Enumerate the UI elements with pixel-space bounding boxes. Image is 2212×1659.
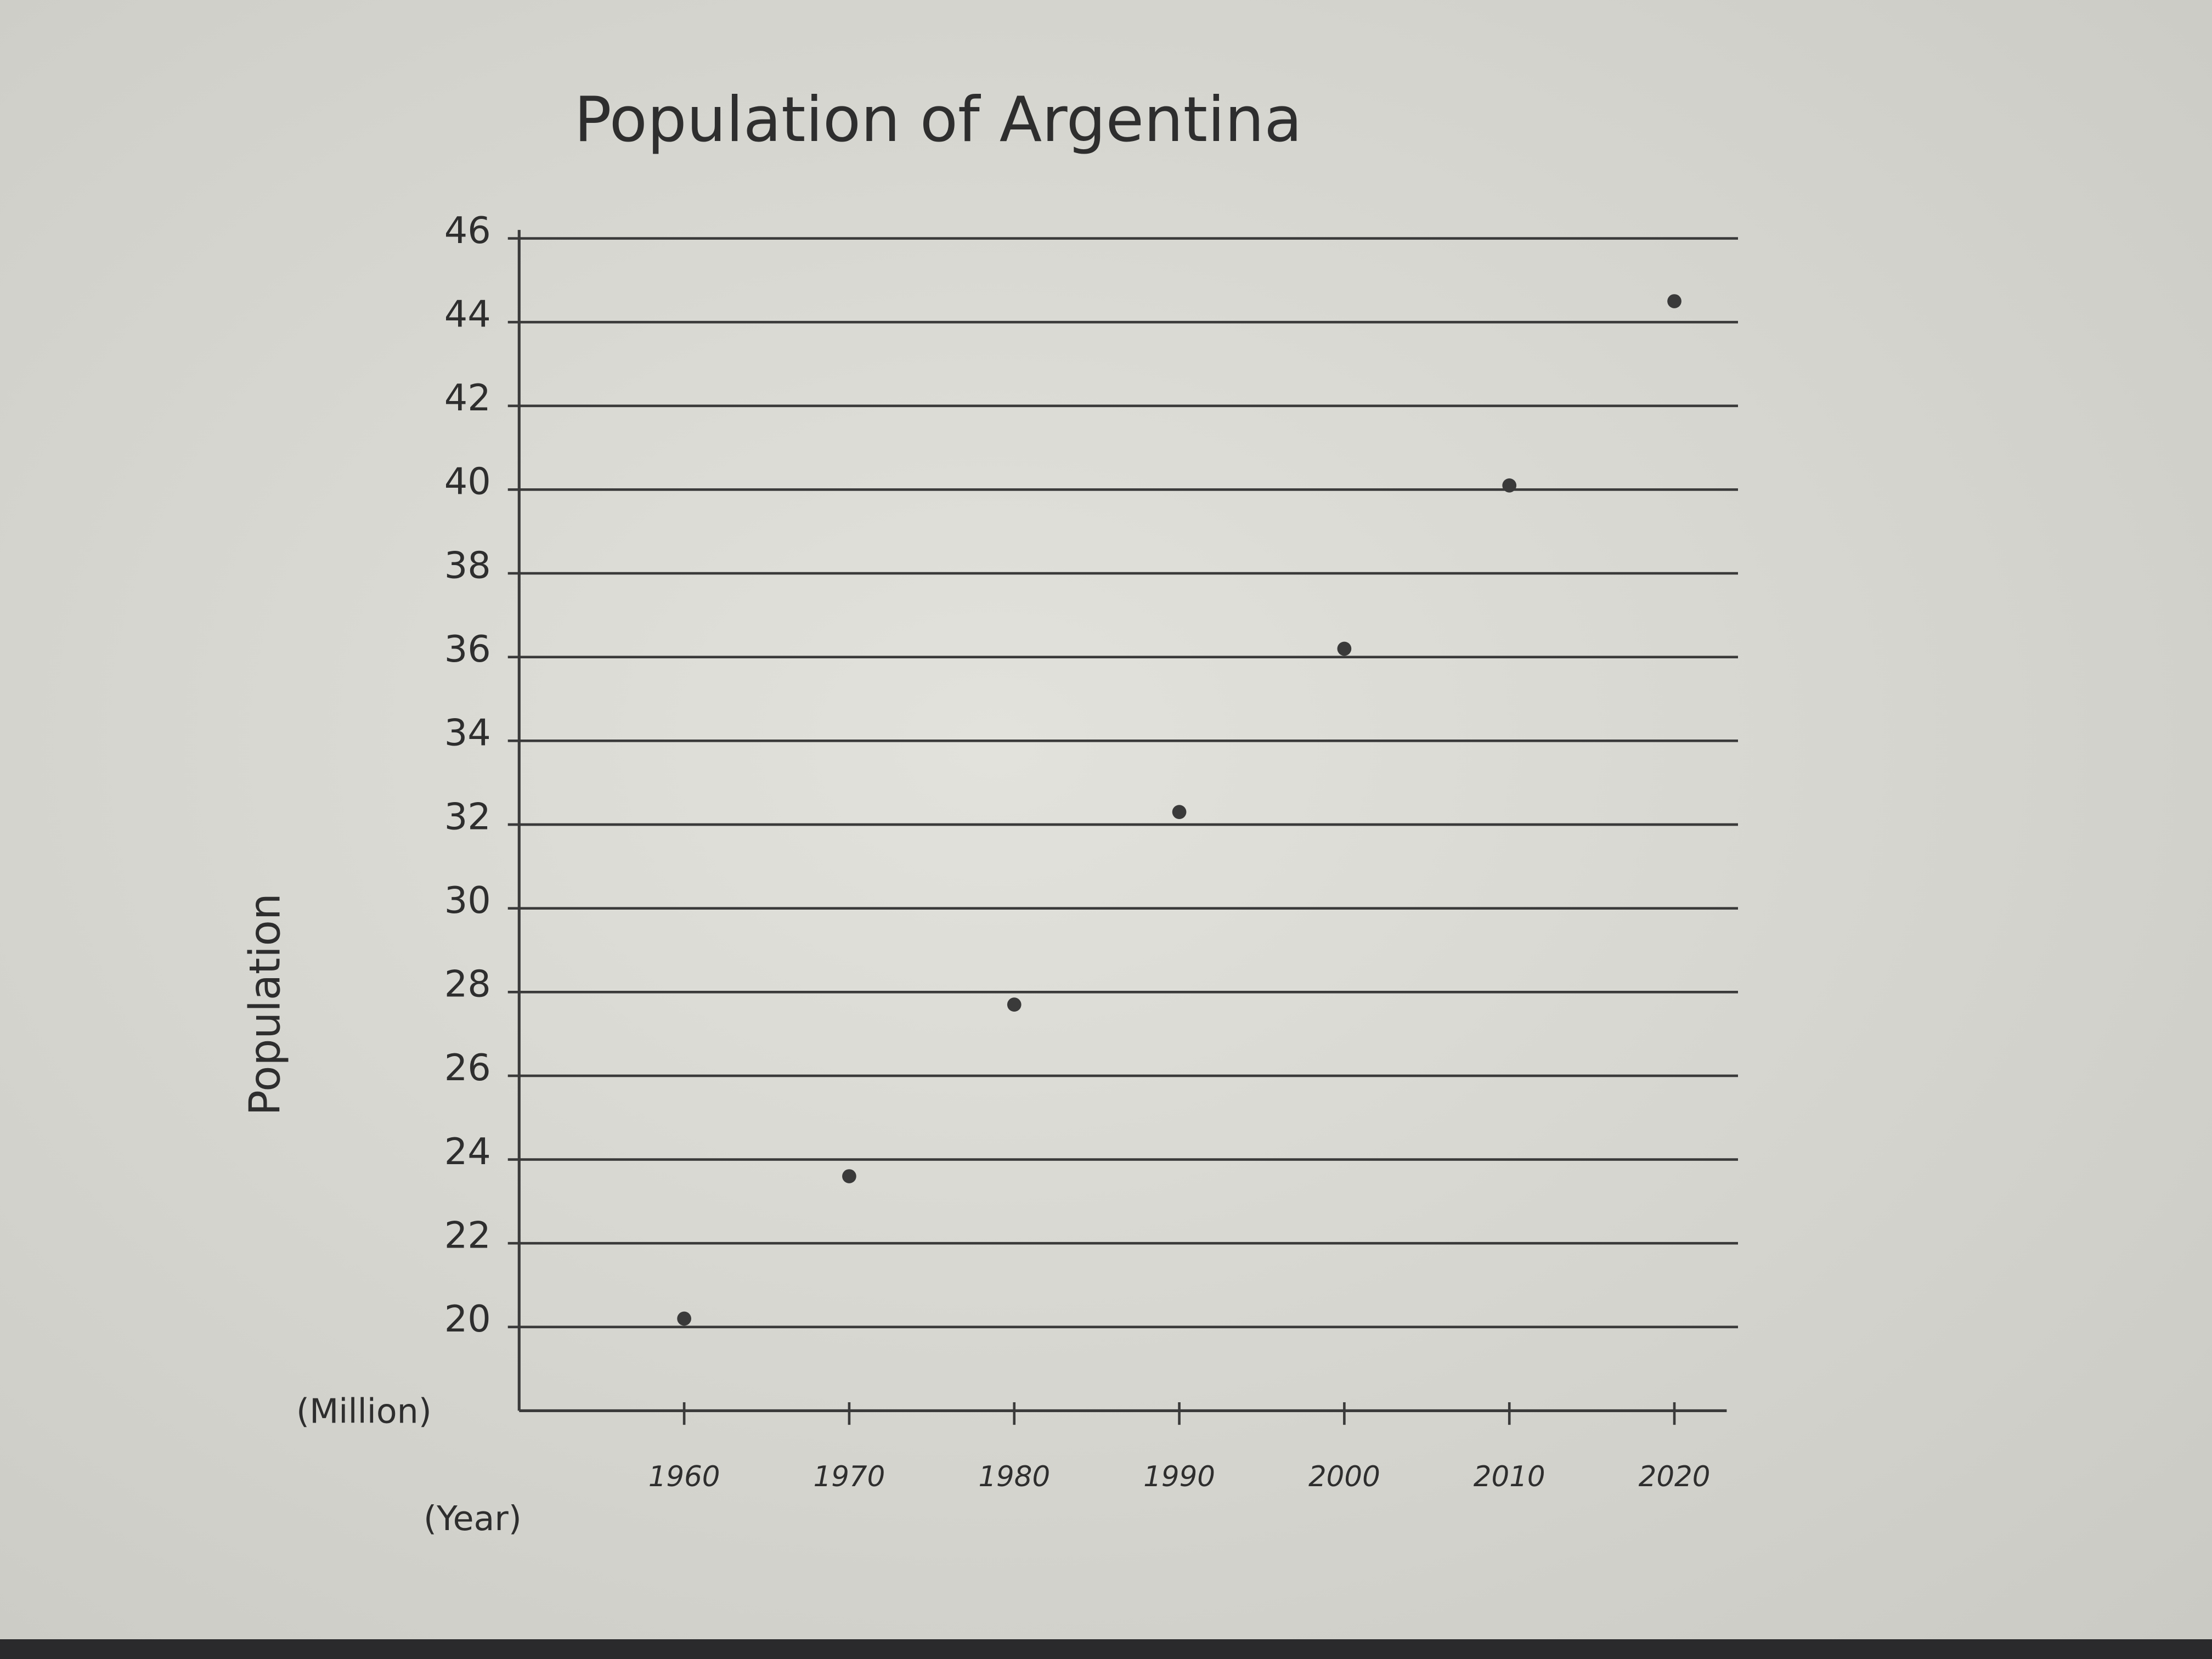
y-tick-label: 26	[444, 1046, 491, 1089]
data-point	[1502, 478, 1517, 493]
y-tick-label: 24	[444, 1130, 491, 1173]
y-tick-label: 34	[444, 712, 491, 754]
data-point	[1337, 641, 1352, 656]
screen-edge	[0, 1639, 2212, 1659]
data-point	[842, 1169, 856, 1183]
x-axis-label: (Year)	[424, 1499, 522, 1538]
data-point	[677, 1311, 691, 1326]
x-tick-label: 2010	[1474, 1460, 1545, 1493]
y-tick-label: 38	[444, 544, 491, 586]
x-tick-label: 2000	[1308, 1460, 1380, 1493]
x-tick-label: 1980	[978, 1460, 1050, 1493]
y-tick-label: 28	[444, 963, 491, 1006]
data-point	[1667, 294, 1681, 308]
y-tick-label: 46	[444, 209, 491, 252]
y-tick-label: 20	[444, 1297, 491, 1340]
data-point	[1007, 997, 1022, 1012]
y-tick-label: 36	[444, 628, 491, 670]
y-tick-label: 42	[444, 376, 491, 419]
y-tick-label: 40	[444, 460, 491, 503]
y-axis-unit: (Million)	[296, 1392, 432, 1431]
x-tick-label: 1970	[814, 1460, 885, 1493]
y-tick-label: 32	[444, 795, 491, 838]
x-tick-label: 1960	[648, 1460, 720, 1493]
y-tick-label: 44	[444, 292, 491, 335]
x-tick-label: 2020	[1639, 1460, 1711, 1493]
y-axis-label: Population	[241, 893, 290, 1115]
y-tick-label: 30	[444, 879, 491, 922]
x-tick-label: 1990	[1143, 1460, 1215, 1493]
chart-title: Population of Argentina	[574, 83, 1302, 156]
y-tick-label: 22	[444, 1214, 491, 1256]
data-point	[1172, 805, 1187, 819]
